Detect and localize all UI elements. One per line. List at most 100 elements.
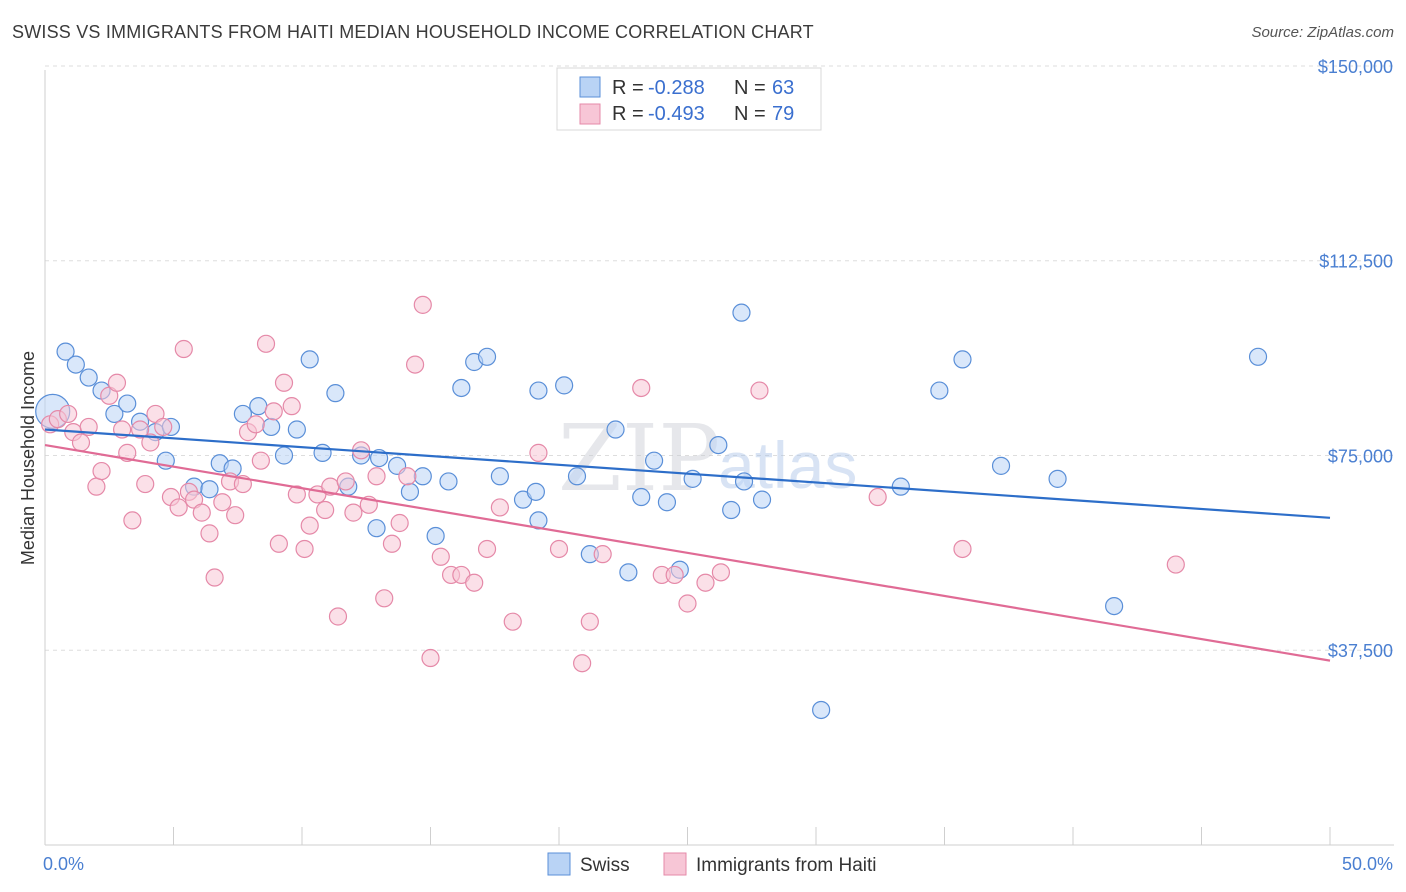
swiss-point xyxy=(118,394,137,413)
haiti-point xyxy=(328,607,348,626)
haiti-point xyxy=(398,467,417,486)
haiti-point xyxy=(246,415,265,434)
swiss-point xyxy=(79,368,98,387)
swiss-point xyxy=(1105,596,1124,616)
haiti-point xyxy=(336,472,355,491)
haiti-point xyxy=(465,573,484,592)
swiss-point xyxy=(400,482,420,501)
legend-n-label-1: N = xyxy=(734,77,766,99)
haiti-point xyxy=(274,373,294,392)
swiss-point xyxy=(367,519,386,538)
haiti-point xyxy=(251,451,270,470)
haiti-point xyxy=(264,402,283,421)
y-tick-label: $112,500 xyxy=(1319,252,1393,272)
haiti-point xyxy=(205,568,224,587)
swiss-point xyxy=(555,376,574,395)
haiti-point xyxy=(316,500,335,520)
haiti-point xyxy=(711,563,731,582)
haiti-trend-line xyxy=(44,444,1331,662)
axes xyxy=(44,70,1394,846)
swiss-point xyxy=(529,381,548,400)
haiti-point xyxy=(295,539,314,559)
haiti-point xyxy=(632,378,651,398)
haiti-point xyxy=(256,334,276,353)
swiss-point xyxy=(752,490,772,509)
legend-r-label-2: R = xyxy=(612,103,644,125)
bottom-legend-haiti: Immigrants from Haiti xyxy=(696,855,877,876)
x-tick-labels: 0.0% 50.0% xyxy=(43,854,1393,874)
haiti-point xyxy=(953,539,972,559)
haiti-point xyxy=(282,397,301,416)
swiss-point xyxy=(722,500,741,520)
swiss-point xyxy=(1048,469,1067,488)
haiti-point xyxy=(213,493,232,512)
legend-r-value-2: -0.493 xyxy=(648,103,705,125)
haiti-point xyxy=(678,594,697,613)
haiti-point xyxy=(1166,555,1185,574)
haiti-point xyxy=(141,433,160,452)
haiti-point xyxy=(375,589,394,608)
swiss-points xyxy=(35,303,1268,720)
swiss-point xyxy=(1248,347,1268,366)
swiss-point xyxy=(930,381,949,400)
haiti-point xyxy=(503,612,522,631)
haiti-point xyxy=(390,513,409,533)
swiss-point xyxy=(526,482,545,501)
haiti-point xyxy=(477,539,497,559)
haiti-point xyxy=(382,534,402,553)
haiti-point xyxy=(413,295,432,314)
swiss-point xyxy=(632,487,651,507)
swiss-point xyxy=(452,378,471,398)
watermark: ZIP atlas xyxy=(558,405,857,512)
haiti-points xyxy=(41,295,1185,673)
haiti-point xyxy=(529,443,548,462)
bottom-legend: Swiss Immigrants from Haiti xyxy=(547,852,877,876)
legend-n-value-2: 79 xyxy=(772,103,794,125)
haiti-point xyxy=(269,534,288,553)
haiti-point xyxy=(573,654,592,673)
swiss-point xyxy=(233,404,252,424)
haiti-point xyxy=(174,339,193,359)
swiss-point xyxy=(426,526,445,546)
y-tick-label: $37,500 xyxy=(1328,641,1393,661)
chart-title: SWISS VS IMMIGRANTS FROM HAITI MEDIAN HO… xyxy=(12,22,814,42)
swiss-point xyxy=(477,347,497,366)
haiti-point xyxy=(665,565,684,585)
swiss-point xyxy=(732,303,751,322)
swiss-point xyxy=(439,472,458,491)
haiti-point xyxy=(549,539,569,559)
legend-swatch-haiti xyxy=(579,103,601,125)
haiti-point xyxy=(344,503,363,522)
trend-lines xyxy=(44,428,1331,662)
swiss-point xyxy=(326,384,345,403)
swiss-trend-line xyxy=(44,428,1331,519)
haiti-point xyxy=(431,547,450,566)
legend-box: R = -0.288 N = 63 R = -0.493 N = 79 xyxy=(556,67,822,131)
haiti-point xyxy=(287,485,306,504)
swiss-point xyxy=(812,700,831,720)
legend-r-value-1: -0.288 xyxy=(648,77,705,99)
swiss-point xyxy=(619,563,638,582)
swiss-point xyxy=(300,350,319,369)
swiss-point xyxy=(313,443,332,462)
haiti-point xyxy=(123,511,142,530)
haiti-point xyxy=(200,524,219,543)
swiss-point xyxy=(734,472,754,491)
swiss-point xyxy=(66,355,85,374)
haiti-point xyxy=(87,477,106,496)
swiss-point xyxy=(249,397,268,416)
haiti-point xyxy=(421,648,440,668)
legend-r-label-1: R = xyxy=(612,77,644,99)
swiss-point xyxy=(644,451,664,470)
swiss-point xyxy=(413,467,432,486)
x-tick-label: 50.0% xyxy=(1342,854,1393,874)
source-label: Source: ZipAtlas.com xyxy=(1251,24,1394,41)
swiss-point xyxy=(105,404,124,424)
bottom-legend-swiss: Swiss xyxy=(580,855,630,876)
swiss-point xyxy=(606,420,625,439)
swiss-point xyxy=(287,420,306,439)
swiss-point xyxy=(200,480,219,499)
grid-lines xyxy=(45,65,1394,651)
swiss-point xyxy=(490,467,509,486)
